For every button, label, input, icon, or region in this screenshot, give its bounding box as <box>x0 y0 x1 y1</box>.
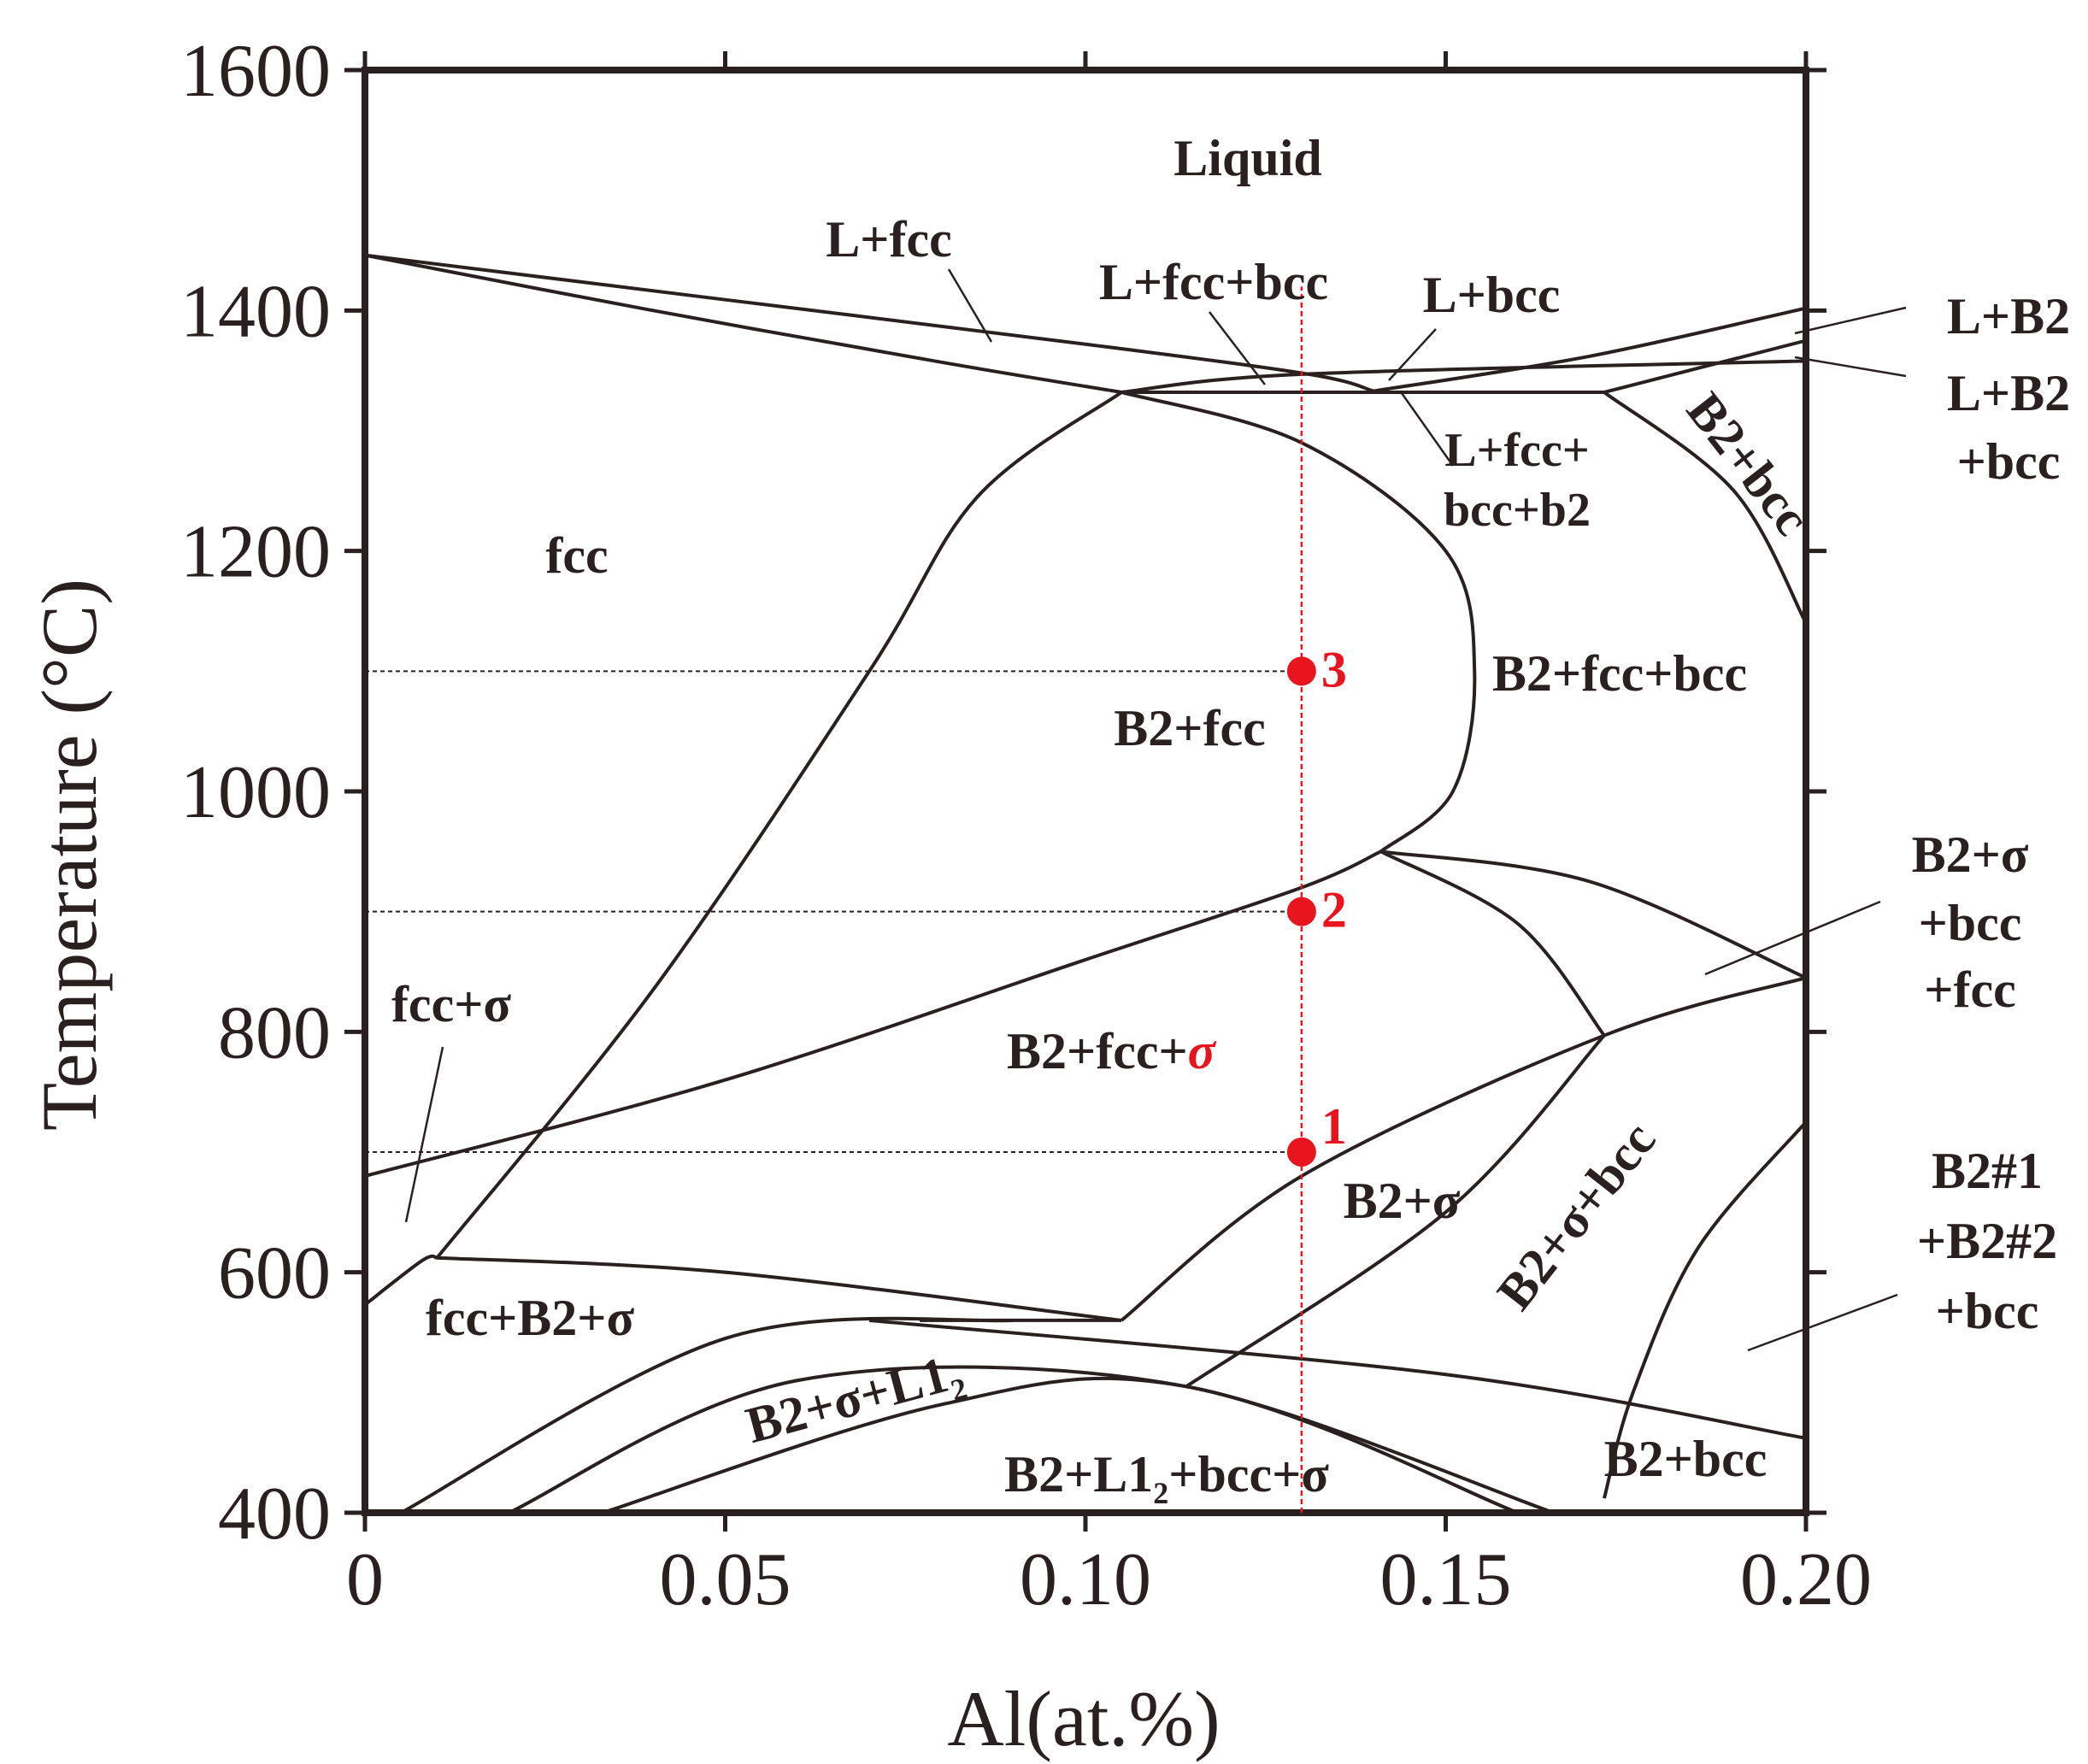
region-label-liquid: Liquid <box>1173 130 1321 186</box>
region-label-b2-sigma-l12: B2+σ+L12 <box>740 1342 971 1461</box>
phase-boundary-b2-sigma-edge <box>1120 976 1807 1322</box>
region-label-l-fcc-bcc-b2-line1: L+fcc+ <box>1444 424 1590 477</box>
region-label-fcc-b2-sigma: fcc+B2+σ <box>426 1290 635 1346</box>
point-2-label: 2 <box>1321 882 1347 938</box>
leader-line-8 <box>1747 1293 1898 1352</box>
region-label-b2-fcc-sigma-part1: B2+fcc+ <box>1007 1023 1188 1079</box>
leader-line-0 <box>947 268 993 343</box>
region-label-b2-sigma-l12-main: B2+σ+L1 <box>740 1346 954 1454</box>
region-label-b2-b2-bcc-line1: B2#1 <box>1932 1143 2043 1199</box>
phase-boundary-b2-sigma-bcc-lower <box>1185 1034 1606 1388</box>
phase-boundary-l12-arc <box>400 1316 1014 1514</box>
phase-boundary-fcc-solvus <box>435 391 1123 1260</box>
region-label-b2-sigma-bcc-fcc-line2: +bcc <box>1919 895 2022 951</box>
region-label-b2-sigma-bcc-fcc-line3: +fcc <box>1924 961 2015 1018</box>
leader-line-4 <box>1794 356 1907 378</box>
leader-line-7 <box>404 1046 444 1223</box>
phase-boundary-b2-bcc <box>1603 391 1808 625</box>
x-tick-label-1: 0.05 <box>660 1538 791 1621</box>
phase-boundary-b2-fcc-bcc <box>1120 391 1477 853</box>
region-label-l-b2-bcc-line2: +bcc <box>1957 433 2061 490</box>
leader-line-5 <box>1400 392 1455 467</box>
region-labels: Liquid L+fcc L+fcc+bcc L+bcc L+B2 L+B2 +… <box>391 130 2070 1510</box>
region-label-b2-l12-bcc-sigma: B2+L12+bcc+σ <box>1004 1446 1329 1510</box>
region-label-b2-bcc-upper: B2+bcc <box>1676 382 1821 545</box>
region-label-l-fcc-bcc: L+fcc+bcc <box>1099 254 1328 310</box>
phase-boundary-fcc-solidus <box>364 253 1122 394</box>
region-label-b2-sigma: B2+σ <box>1344 1173 1461 1229</box>
region-label-l-b2-bcc-line1: L+B2 <box>1947 365 2070 421</box>
phase-boundary-b2-liquidus <box>1603 338 1807 394</box>
region-label-b2-fcc-sigma: B2+fcc+σ <box>1007 1023 1217 1079</box>
phase-boundary-b2-l12-arc <box>602 1376 1555 1514</box>
region-label-b2-b2-bcc-line3: +bcc <box>1936 1283 2039 1339</box>
region-label-b2-fcc: B2+fcc <box>1114 700 1265 756</box>
y-tick-label-0: 400 <box>218 1473 331 1555</box>
region-label-b2-l12-sub: 2 <box>1153 1476 1168 1510</box>
x-tick-label-3: 0.15 <box>1380 1538 1512 1621</box>
y-tick-label-5: 1400 <box>180 270 331 353</box>
phase-boundary-fcc-bcc-tie <box>1120 359 1807 394</box>
region-label-sigma-red: σ <box>1188 1023 1217 1079</box>
leader-line-6 <box>1704 900 1881 976</box>
region-label-l-fcc-bcc-b2-line2: bcc+b2 <box>1444 484 1591 537</box>
phase-boundary-b2-bcc-lower <box>1603 1120 1808 1499</box>
y-tick-label-2: 800 <box>218 991 331 1074</box>
y-tick-label-1: 600 <box>218 1232 331 1315</box>
phase-boundary-bcc-liquidus <box>1373 306 1807 393</box>
phase-boundary-fcc-sigma-low <box>363 1254 438 1307</box>
leader-line-2 <box>1388 328 1437 381</box>
phase-boundary-b2-sigma-bcc-upper <box>1379 850 1606 1037</box>
point-1-marker <box>1286 1138 1316 1167</box>
phase-boundaries <box>363 253 1808 1514</box>
y-tick-label-6: 1600 <box>180 30 331 113</box>
region-label-fcc: fcc <box>545 527 608 584</box>
y-tick-label-3: 1000 <box>180 751 331 834</box>
x-tick-label-4: 0.20 <box>1740 1538 1872 1621</box>
leader-line-3 <box>1794 306 1907 335</box>
region-label-b2-l12-part1: B2+L1 <box>1004 1446 1153 1502</box>
region-label-b2-l12-part2: +bcc+σ <box>1168 1446 1329 1502</box>
x-tick-label-0: 0 <box>346 1538 384 1621</box>
phase-boundary-sigma-solvus-high <box>364 850 1382 1179</box>
point-3-marker <box>1286 656 1316 686</box>
region-label-b2-sigma-l12-group: B2+σ+L12 <box>740 1342 971 1461</box>
y-tick-label-4: 1200 <box>180 511 331 594</box>
region-label-b2-b2-bcc-line2: +B2#2 <box>1917 1213 2057 1269</box>
phase-boundary-l12-inner-arc <box>508 1365 1519 1514</box>
y-axis-label: Temperature (°C) <box>26 579 113 1131</box>
region-label-b2-fcc-bcc: B2+fcc+bcc <box>1492 645 1747 702</box>
region-label-l-bcc: L+bcc <box>1423 267 1561 323</box>
x-axis-label: Al(at.%) <box>947 1675 1220 1762</box>
region-label-l-b2: L+B2 <box>1947 288 2070 344</box>
region-label-fcc-sigma: fcc+σ <box>391 976 511 1032</box>
region-label-l-fcc: L+fcc <box>826 211 951 268</box>
region-label-b2-bcc-lower: B2+bcc <box>1604 1431 1767 1487</box>
phase-boundary-low-boundary-bcc <box>868 1318 1807 1440</box>
phase-boundary-three-phase-610 <box>437 1255 1122 1322</box>
point-1-label: 1 <box>1321 1098 1347 1155</box>
x-tick-label-2: 0.10 <box>1020 1538 1151 1621</box>
leader-line-1 <box>1209 311 1266 385</box>
point-3-label: 3 <box>1321 641 1347 697</box>
region-label-b2-sigma-bcc-fcc-line1: B2+σ <box>1912 826 2029 883</box>
point-2-marker <box>1286 897 1316 926</box>
